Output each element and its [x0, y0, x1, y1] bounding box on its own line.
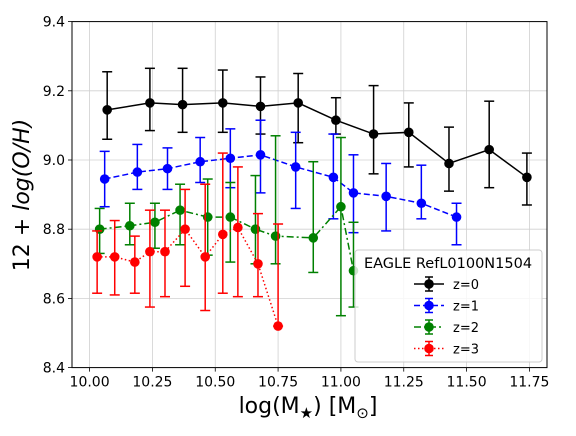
- data-point: [150, 217, 160, 228]
- data-point: [175, 205, 185, 215]
- y-tick-label: 9.2: [43, 84, 65, 100]
- series-1: [99, 119, 462, 246]
- data-point: [328, 172, 339, 183]
- x-tick-label: 11.00: [321, 375, 361, 391]
- data-point: [368, 129, 379, 139]
- tick-layer: 10.00 10.25 10.50 10.75 11.00 11.25 11.50 11.75…: [43, 15, 550, 391]
- data-point: [348, 188, 359, 198]
- series-2: [94, 135, 359, 317]
- series-3: [92, 152, 284, 331]
- legend-marker: [424, 322, 434, 332]
- series-line: [104, 154, 457, 218]
- y-tick-label: 8.8: [43, 222, 65, 238]
- data-point: [125, 220, 135, 231]
- series-line: [107, 102, 528, 178]
- y-axis-label-italic: log(O/H): [10, 119, 35, 211]
- legend-entry-0: z=0: [414, 276, 479, 293]
- series-0: [102, 67, 532, 206]
- data-point: [522, 172, 532, 183]
- legend-marker: [424, 279, 434, 289]
- data-point: [180, 224, 190, 234]
- data-point: [444, 158, 454, 169]
- legend-entry-1: z=1: [414, 297, 479, 315]
- legend-marker: [424, 343, 434, 354]
- data-point: [253, 259, 263, 269]
- legend-entries: z=0 z=1 z=2 z=3: [414, 276, 479, 358]
- data-point: [416, 198, 427, 209]
- legend-title: EAGLE RefL0100N1504: [364, 256, 532, 272]
- legend-label: z=0: [453, 278, 479, 293]
- x-axis-label: log(M★) [M⊙]: [239, 394, 378, 422]
- y-axis-label: 12 + log(O/H): [10, 119, 35, 271]
- data-point: [217, 229, 228, 240]
- x-tick-label: 10.75: [258, 375, 298, 391]
- data-point: [200, 252, 211, 262]
- data-point: [225, 153, 236, 164]
- legend-marker: [424, 300, 434, 311]
- data-point: [225, 212, 236, 222]
- data-point: [336, 201, 346, 212]
- legend-label: z=2: [453, 321, 479, 336]
- data-point: [290, 162, 301, 172]
- plot-frame: [71, 21, 548, 369]
- data-point: [130, 257, 140, 267]
- y-tick-label: 8.6: [43, 291, 65, 307]
- x-tick-label: 11.75: [509, 375, 549, 391]
- x-tick-label: 10.50: [195, 375, 235, 391]
- data-point: [202, 212, 213, 222]
- data-point: [162, 163, 173, 174]
- y-tick-label: 9.0: [43, 153, 65, 169]
- data-point: [195, 156, 205, 167]
- data-point: [293, 98, 303, 108]
- data-point: [451, 212, 462, 222]
- data-point: [132, 167, 143, 177]
- data-point: [308, 233, 319, 243]
- x-axis-unit-subscript: ⊙: [356, 404, 369, 422]
- y-tick-label: 9.4: [43, 15, 65, 31]
- legend-entry-3: z=3: [414, 340, 479, 358]
- x-axis-label-subscript: ★: [300, 404, 313, 422]
- data-point: [145, 98, 155, 108]
- data-point: [381, 191, 391, 202]
- x-tick-label: 11.25: [384, 375, 424, 391]
- data-point: [270, 231, 281, 241]
- data-point: [109, 252, 120, 262]
- y-tick-label: 8.4: [43, 361, 65, 377]
- data-point: [273, 321, 283, 331]
- data-point: [331, 115, 341, 126]
- series-line: [99, 205, 355, 271]
- data-point: [177, 99, 188, 110]
- legend-box: [354, 249, 543, 363]
- series-layer: [92, 67, 532, 331]
- data-point: [92, 252, 102, 262]
- data-point: [217, 98, 228, 108]
- data-point: [255, 101, 266, 112]
- data-point: [145, 246, 155, 257]
- data-point: [94, 224, 105, 234]
- data-point: [250, 224, 261, 234]
- data-point: [160, 246, 170, 257]
- x-tick-label: 10.00: [70, 375, 110, 391]
- legend-entry-2: z=2: [414, 319, 479, 336]
- data-point: [403, 127, 414, 138]
- data-point: [255, 150, 266, 160]
- data-point: [102, 105, 112, 115]
- data-point: [233, 222, 243, 233]
- legend-label: z=1: [453, 300, 479, 315]
- legend: EAGLE RefL0100N1504 z=0 z=1 z=2 z=3: [354, 249, 543, 363]
- x-tick-label: 10.25: [132, 375, 172, 391]
- data-point: [484, 144, 494, 155]
- x-tick-label: 11.50: [447, 375, 487, 391]
- legend-label: z=3: [453, 343, 479, 358]
- data-point: [99, 174, 110, 184]
